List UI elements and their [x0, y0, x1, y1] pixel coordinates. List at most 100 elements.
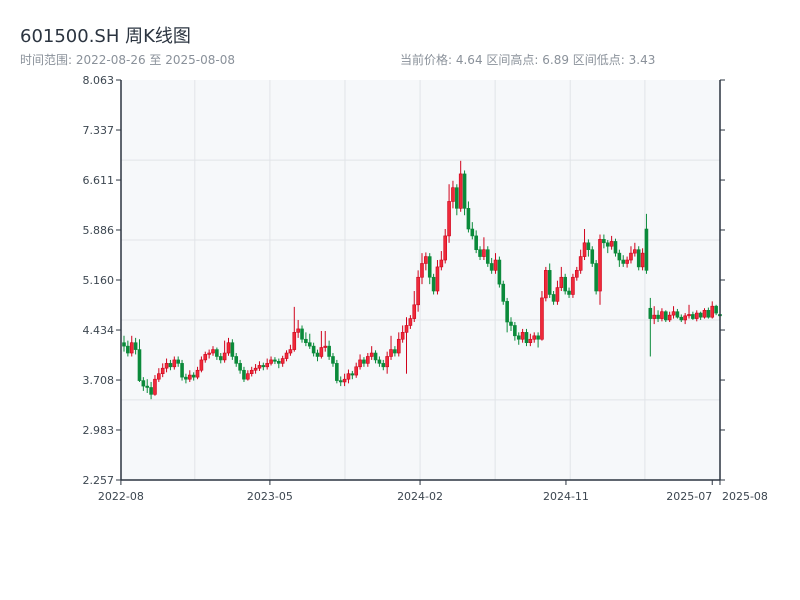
- candle-up: [253, 367, 258, 371]
- candle-down: [563, 276, 567, 292]
- candle-down: [431, 276, 436, 292]
- candle-up: [323, 345, 328, 348]
- candle-up: [443, 235, 448, 261]
- candle-up: [667, 314, 672, 321]
- candle-down: [590, 249, 595, 264]
- candle-up: [358, 359, 362, 368]
- x-tick-label: 2023-05: [247, 490, 293, 503]
- candle-down: [602, 239, 606, 244]
- candle-down: [567, 290, 571, 295]
- candle-down: [679, 316, 684, 321]
- candle-up: [296, 328, 300, 333]
- candle-up: [532, 335, 537, 340]
- candle-down: [373, 352, 378, 361]
- candle-up: [528, 338, 533, 343]
- candle-down: [497, 259, 502, 285]
- candle-down: [605, 242, 610, 247]
- candle-up: [369, 352, 374, 357]
- candle-down: [180, 363, 184, 378]
- candle-up: [435, 266, 440, 292]
- candle-up: [319, 347, 324, 357]
- candle-down: [350, 373, 355, 376]
- candle-down: [675, 311, 680, 318]
- y-tick-label: 2.257: [83, 474, 115, 487]
- candle-down: [377, 359, 382, 364]
- candle-down: [594, 263, 598, 292]
- candle-up: [424, 256, 428, 264]
- candle-up: [671, 311, 676, 316]
- candle-down: [149, 387, 153, 395]
- candle-up: [625, 259, 629, 264]
- candle-up: [544, 270, 548, 299]
- candle-up: [633, 249, 637, 254]
- candle-down: [218, 356, 223, 361]
- candle-down: [168, 363, 173, 368]
- candle-down: [126, 345, 130, 354]
- y-tick-label: 6.611: [83, 174, 115, 187]
- candle-down: [474, 235, 478, 250]
- candle-down: [176, 359, 180, 364]
- candle-up: [160, 367, 165, 374]
- candle-up: [249, 369, 254, 374]
- date-range-label: 时间范围: 2022-08-26 至 2025-08-08: [20, 53, 235, 67]
- candle-down: [327, 345, 331, 357]
- candle-up: [420, 263, 424, 278]
- candle-up: [412, 304, 417, 319]
- candle-down: [551, 294, 556, 302]
- candle-up: [555, 287, 560, 302]
- candle-up: [482, 249, 486, 257]
- candle-down: [141, 380, 146, 387]
- candle-up: [164, 363, 169, 369]
- candle-up: [222, 352, 227, 361]
- x-tick-label: 2022-08: [98, 490, 144, 503]
- y-tick-label: 2.983: [83, 424, 115, 437]
- y-tick-label: 8.063: [83, 74, 115, 87]
- candle-down: [524, 332, 529, 343]
- candle-up: [458, 173, 463, 209]
- candle-up: [404, 325, 409, 333]
- candle-up: [660, 311, 664, 319]
- candle-down: [706, 310, 711, 318]
- candle-down: [338, 380, 343, 383]
- x-tick-label: 2024-02: [397, 490, 443, 503]
- candle-down: [586, 242, 591, 250]
- chart-title: 601500.SH 周K线图: [20, 26, 191, 47]
- candle-down: [478, 249, 482, 257]
- candle-down: [311, 345, 316, 354]
- candle-up: [207, 352, 211, 355]
- candle-down: [648, 307, 653, 319]
- candle-up: [129, 342, 134, 354]
- candle-up: [157, 373, 161, 380]
- candle-up: [199, 359, 204, 371]
- price-stats-label: 当前价格: 4.64 区间高点: 6.89 区间低点: 3.43: [400, 53, 656, 67]
- candle-down: [300, 328, 304, 340]
- candle-up: [416, 276, 420, 306]
- candle-down: [122, 342, 126, 347]
- candle-up: [226, 342, 231, 354]
- candle-down: [466, 208, 471, 230]
- candle-up: [172, 359, 177, 368]
- candle-down: [393, 349, 397, 354]
- candle-up: [520, 332, 525, 340]
- candle-down: [617, 252, 622, 261]
- candle-down: [644, 228, 649, 271]
- candle-up: [447, 201, 451, 237]
- candle-up: [640, 252, 645, 268]
- candle-up: [354, 366, 359, 376]
- candle-down: [513, 325, 517, 337]
- candle-down: [698, 312, 703, 318]
- candle-up: [257, 365, 262, 369]
- candle-up: [265, 363, 269, 368]
- candle-down: [485, 249, 490, 264]
- candle-down: [714, 305, 718, 314]
- candle-up: [284, 352, 289, 359]
- candle-down: [505, 301, 509, 323]
- candle-up: [687, 314, 691, 317]
- y-tick-label: 5.160: [83, 274, 115, 287]
- candle-up: [710, 305, 715, 318]
- candle-up: [408, 318, 413, 326]
- candle-up: [439, 259, 444, 268]
- candle-up: [540, 297, 544, 340]
- candle-down: [427, 256, 432, 278]
